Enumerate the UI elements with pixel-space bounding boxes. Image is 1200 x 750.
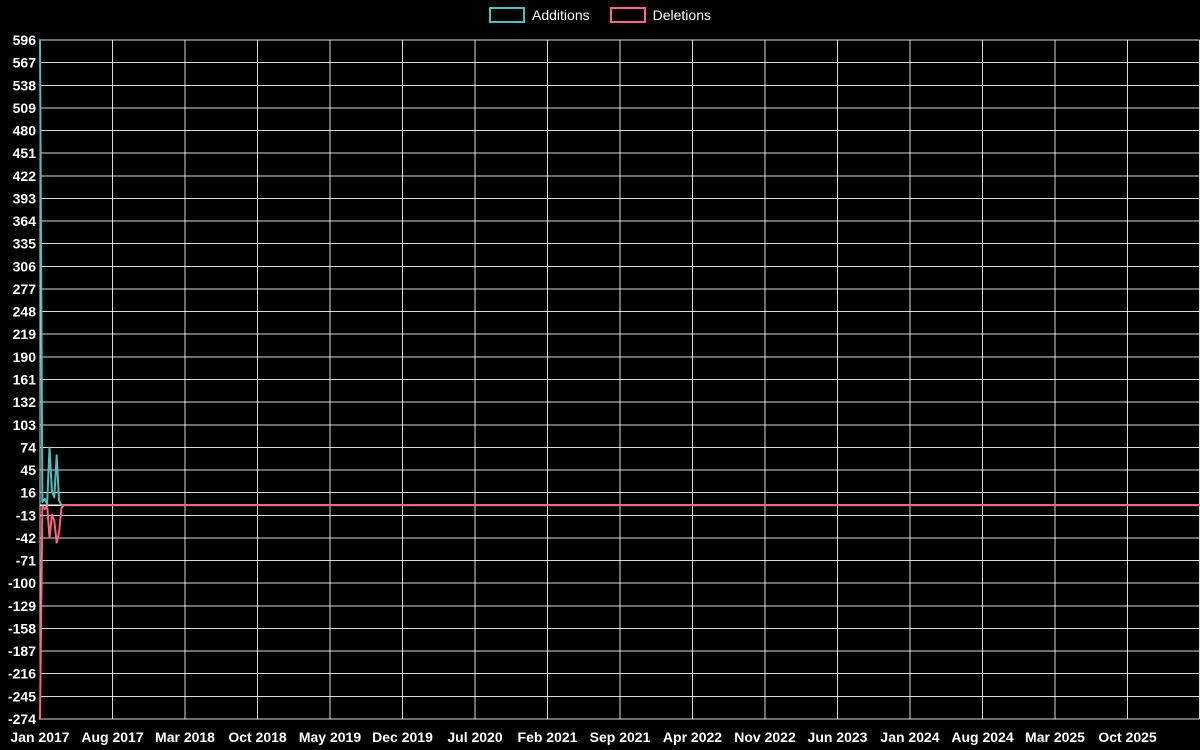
x-tick-label: Jun 2023 (808, 729, 868, 745)
y-tick-label: 451 (13, 145, 37, 161)
x-tick-label: Oct 2025 (1098, 729, 1157, 745)
x-tick-label: Nov 2022 (734, 729, 796, 745)
y-tick-label: 219 (13, 326, 37, 342)
y-tick-label: 132 (13, 394, 37, 410)
x-tick-label: Dec 2019 (372, 729, 433, 745)
x-tick-label: Sep 2021 (590, 729, 651, 745)
y-tick-label: -274 (8, 711, 36, 727)
y-tick-label: 277 (13, 281, 37, 297)
y-tick-label: 103 (13, 417, 37, 433)
chart-legend: Additions Deletions (0, 7, 1200, 23)
x-tick-label: Jan 2017 (10, 729, 69, 745)
y-tick-label: 422 (13, 168, 37, 184)
deletions-line (39, 504, 1200, 720)
y-tick-label: 364 (13, 213, 37, 229)
x-tick-label: May 2019 (299, 729, 361, 745)
y-tick-label: 306 (13, 258, 37, 274)
y-tick-label: 538 (13, 77, 37, 93)
y-tick-label: 393 (13, 190, 37, 206)
x-tick-label: Aug 2017 (81, 729, 143, 745)
y-tick-label: -158 (8, 620, 36, 636)
y-tick-label: -71 (16, 553, 36, 569)
x-tick-label: Jan 2024 (880, 729, 939, 745)
y-tick-label: 45 (20, 462, 36, 478)
legend-label-deletions: Deletions (652, 7, 711, 23)
y-tick-label: -245 (8, 688, 36, 704)
y-tick-label: -42 (16, 530, 36, 546)
y-tick-label: 596 (13, 32, 37, 48)
x-tick-label: Aug 2024 (951, 729, 1013, 745)
x-tick-label: Feb 2021 (518, 729, 578, 745)
x-tick-label: Apr 2022 (663, 729, 722, 745)
y-tick-label: 567 (13, 55, 37, 71)
x-tick-label: Mar 2018 (155, 729, 215, 745)
y-tick-label: -129 (8, 598, 36, 614)
y-tick-label: 248 (13, 304, 37, 320)
y-tick-label: 335 (13, 236, 37, 252)
y-tick-label: 161 (13, 372, 37, 388)
y-tick-label: 190 (13, 349, 37, 365)
legend-item-deletions[interactable]: Deletions (609, 7, 711, 23)
y-tick-label: 74 (20, 439, 36, 455)
legend-label-additions: Additions (532, 7, 590, 23)
x-tick-label: Jul 2020 (447, 729, 502, 745)
x-tick-label: Oct 2018 (228, 729, 287, 745)
y-tick-label: -187 (8, 643, 36, 659)
y-tick-label: -100 (8, 575, 36, 591)
deletions-swatch-icon (609, 7, 646, 23)
y-tick-label: 509 (13, 100, 37, 116)
y-tick-label: 480 (13, 123, 37, 139)
legend-item-additions[interactable]: Additions (489, 7, 590, 23)
y-tick-label: 16 (20, 485, 36, 501)
y-tick-label: -216 (8, 666, 36, 682)
y-tick-label: -13 (16, 507, 36, 523)
additions-swatch-icon (489, 7, 526, 23)
x-tick-label: Mar 2025 (1025, 729, 1085, 745)
